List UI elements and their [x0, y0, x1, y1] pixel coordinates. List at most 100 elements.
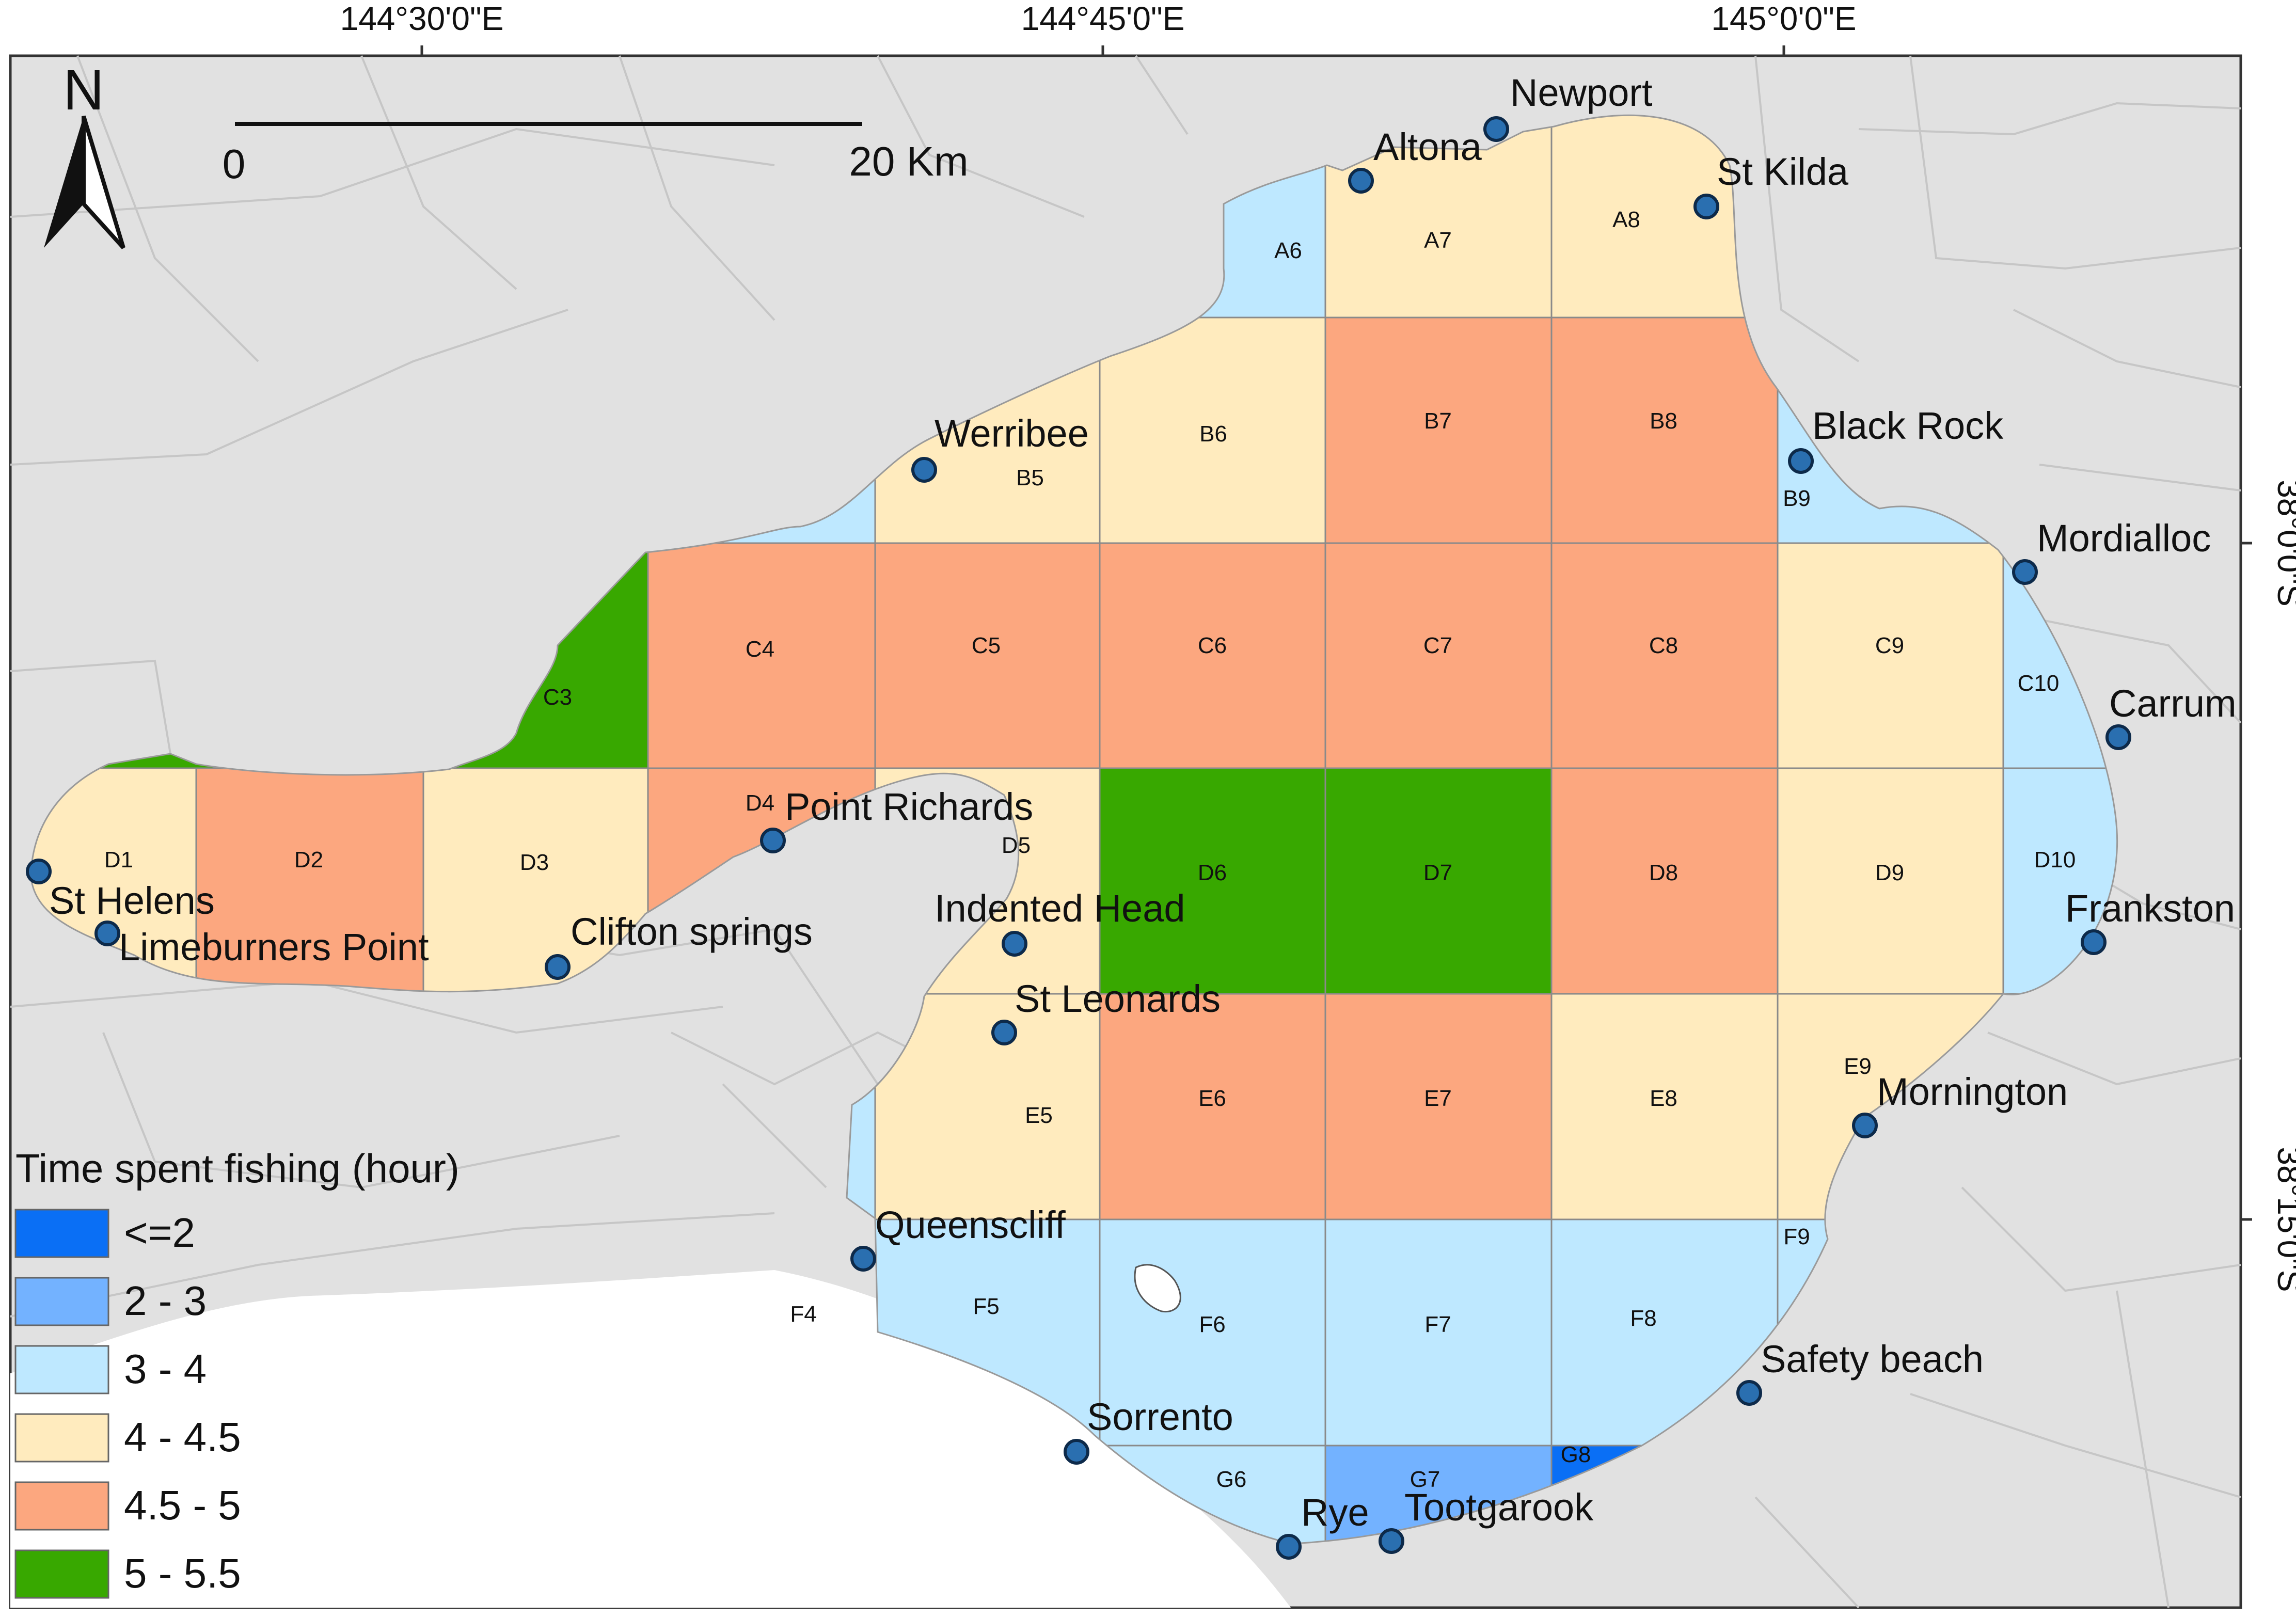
- location-point-black-rock: [1788, 448, 1814, 474]
- grid-cell-d8: [1551, 768, 1778, 994]
- grid-cell-label-b7: B7: [1424, 408, 1452, 434]
- grid-cell-label-e8: E8: [1650, 1086, 1677, 1111]
- grid-cell-c7: [1325, 543, 1551, 768]
- grid-cell-label-d1: D1: [104, 847, 133, 873]
- location-point-clifton-springs: [545, 954, 571, 980]
- location-label-st-kilda: St Kilda: [1717, 150, 1849, 193]
- legend-label-2: 2 - 3: [124, 1278, 207, 1324]
- grid-cell-e6: [1100, 994, 1325, 1219]
- scale-bar-end: 20 Km: [849, 138, 968, 184]
- north-arrow: N: [44, 58, 125, 249]
- land-boundaries: [10, 55, 2242, 1609]
- scale-bar-start: 0: [223, 141, 246, 187]
- grid-cell-label-e9: E9: [1844, 1054, 1872, 1079]
- grid-cell-label-f6: F6: [1199, 1312, 1225, 1337]
- location-point-mordialloc: [2012, 559, 2038, 585]
- grid-cell-label-b9: B9: [1783, 486, 1811, 511]
- legend: Time spent fishing (hour) <=2 2 - 3 3 - 4 4…: [14, 1146, 460, 1599]
- location-label-indented-head: Indented Head: [935, 887, 1185, 930]
- legend-swatch-2: [14, 1277, 109, 1326]
- grid-cell-f6: [1100, 1219, 1325, 1446]
- location-label-frankston: Frankston: [2065, 887, 2235, 930]
- grid-cell-c9: [1778, 543, 2003, 768]
- grid-cell-c8: [1551, 543, 1778, 768]
- location-label-safety-beach: Safety beach: [1761, 1338, 1984, 1381]
- legend-swatch-6: [14, 1549, 109, 1599]
- grid-cell-f7: [1325, 1219, 1551, 1446]
- grid-cell-label-b8: B8: [1650, 408, 1677, 434]
- grid-cell-label-f7: F7: [1424, 1312, 1451, 1337]
- grid-cell-d2: [196, 768, 423, 994]
- location-label-tootgarook: Tootgarook: [1404, 1486, 1594, 1529]
- grid-cell-d6: [1100, 768, 1325, 994]
- legend-swatch-1: [14, 1209, 109, 1258]
- legend-label-3: 3 - 4: [124, 1346, 207, 1392]
- location-label-clifton-springs: Clifton springs: [571, 910, 813, 953]
- grid-cell-label-d3: D3: [520, 850, 549, 875]
- grid-cell-label-g6: G6: [1216, 1467, 1247, 1492]
- location-label-werribee: Werribee: [935, 412, 1089, 455]
- axis-tick-top-3: 145°0'0"E: [1711, 0, 1856, 37]
- location-label-black-rock: Black Rock: [1812, 404, 2004, 447]
- grid-cell-c5: [875, 543, 1100, 768]
- location-point-frankston: [2081, 929, 2107, 955]
- grid-cell-label-d4: D4: [746, 790, 774, 816]
- grid-cell-label-e6: E6: [1198, 1086, 1226, 1111]
- location-point-tootgarook: [1379, 1528, 1404, 1554]
- grid-cell-c4: [648, 543, 875, 768]
- axis-tick-right-1: 38°0'0"S: [2271, 480, 2296, 607]
- location-label-mornington: Mornington: [1877, 1070, 2068, 1113]
- legend-label-4: 4 - 4.5: [124, 1414, 241, 1460]
- location-label-limeburners-point: Limeburners Point: [119, 926, 429, 969]
- legend-label-1: <=2: [124, 1210, 195, 1256]
- location-label-queenscliff: Queenscliff: [875, 1203, 1066, 1246]
- location-label-rye: Rye: [1301, 1491, 1369, 1534]
- grid-cell-label-c4: C4: [746, 637, 774, 662]
- location-point-carrum: [2105, 724, 2131, 750]
- grid-cell-e8: [1551, 994, 1778, 1219]
- location-point-safety-beach: [1736, 1380, 1762, 1406]
- location-point-mornington: [1852, 1113, 1878, 1138]
- axis-tick-top-2: 144°45'0"E: [1021, 0, 1185, 37]
- location-label-newport: Newport: [1510, 71, 1653, 114]
- location-point-newport: [1483, 116, 1509, 142]
- location-label-carrum: Carrum: [2109, 682, 2237, 725]
- location-point-rye: [1276, 1534, 1302, 1560]
- grid-cell-label-b5: B5: [1016, 465, 1044, 490]
- axis-tick-top-1: 144°30'0"E: [340, 0, 504, 37]
- location-label-altona: Altona: [1373, 125, 1482, 168]
- location-point-st-leonards: [991, 1020, 1017, 1045]
- location-point-altona: [1348, 168, 1374, 194]
- grid-cell-label-g8: G8: [1561, 1442, 1591, 1467]
- grid-cell-b8: [1551, 318, 1778, 543]
- grid-cell-label-d5: D5: [1002, 833, 1031, 858]
- grid-cell-label-c9: C9: [1875, 633, 1904, 658]
- location-point-point-richards: [760, 828, 786, 853]
- location-point-st-kilda: [1693, 194, 1719, 219]
- legend-label-5: 4.5 - 5: [124, 1482, 241, 1528]
- grid-cell-label-e7: E7: [1424, 1086, 1452, 1111]
- grid-cell-label-f9: F9: [1783, 1224, 1810, 1249]
- grid-cell-label-f8: F8: [1630, 1306, 1656, 1331]
- location-point-werribee: [911, 457, 937, 483]
- grid-cell-label-c7: C7: [1423, 633, 1452, 658]
- grid-cell-label-c3: C3: [543, 685, 572, 710]
- grid-cell-label-d10: D10: [2034, 847, 2076, 873]
- grid-cell-label-a8: A8: [1612, 207, 1640, 232]
- scale-bar: 0 20 Km: [223, 122, 969, 187]
- grid-cell-c6: [1100, 543, 1325, 768]
- north-arrow-letter: N: [63, 58, 104, 122]
- grid-cell-label-a7: A7: [1424, 228, 1452, 253]
- grid-cell-label-c6: C6: [1198, 633, 1227, 658]
- location-point-st-helens: [26, 859, 52, 884]
- grid-cell-label-d2: D2: [294, 847, 323, 873]
- legend-swatch-5: [14, 1481, 109, 1531]
- grid-cell-label-f4: F4: [790, 1302, 816, 1327]
- grid-cell-d9: [1778, 768, 2003, 994]
- location-label-mordialloc: Mordialloc: [2037, 517, 2211, 560]
- grid-cell-label-c10: C10: [2018, 671, 2060, 696]
- mud-islands: [1134, 1264, 1181, 1313]
- location-label-point-richards: Point Richards: [785, 785, 1033, 828]
- grid-cell-label-a6: A6: [1274, 238, 1302, 263]
